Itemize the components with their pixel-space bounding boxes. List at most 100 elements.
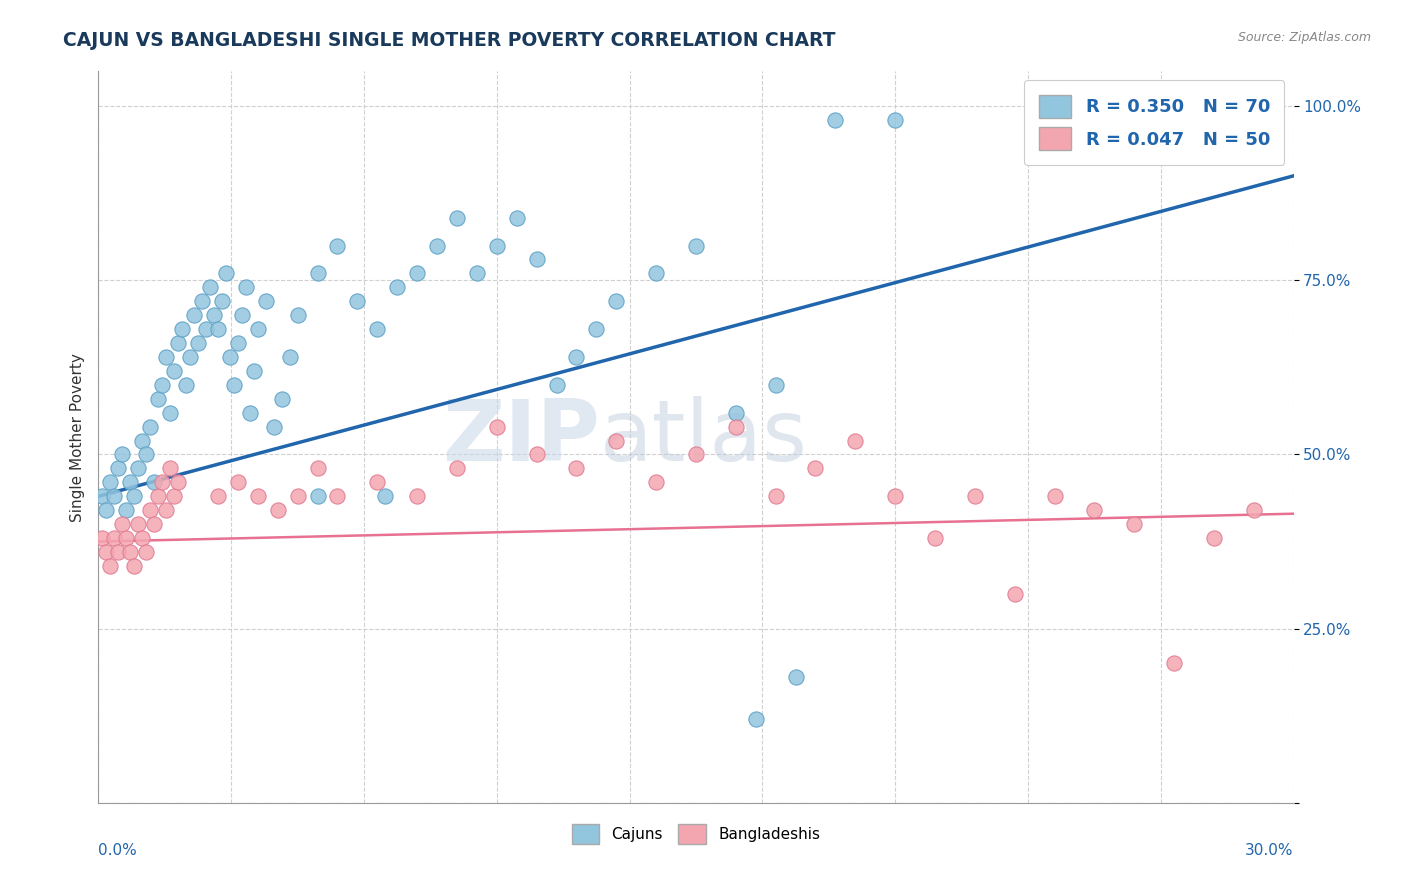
Point (765, 377, 787, 392)
Point (605, 294, 627, 309)
Text: 0.0%: 0.0% (98, 843, 138, 858)
Point (191, 294, 214, 309)
Point (645, 266, 668, 280)
Point (155, 503, 177, 517)
Point (207, 489, 229, 503)
Point (155, 350, 177, 364)
Point (124, 558, 146, 573)
Point (804, 461, 827, 475)
Point (219, 350, 242, 364)
Text: CAJUN VS BANGLADESHI SINGLE MOTHER POVERTY CORRELATION CHART: CAJUN VS BANGLADESHI SINGLE MOTHER POVER… (63, 31, 835, 50)
Point (844, 434, 866, 448)
Point (605, 434, 627, 448)
Point (235, 280, 257, 294)
Point (96, 545, 118, 559)
Point (1083, 503, 1105, 517)
Text: Source: ZipAtlas.com: Source: ZipAtlas.com (1237, 31, 1371, 45)
Legend: Cajuns, Bangladeshis: Cajuns, Bangladeshis (565, 818, 827, 850)
Point (824, 113, 846, 128)
Point (426, 238, 449, 252)
Point (1123, 517, 1146, 532)
Point (159, 406, 181, 420)
Point (167, 475, 190, 490)
Point (239, 406, 262, 420)
Point (1163, 657, 1185, 671)
Point (884, 113, 907, 128)
Point (287, 489, 309, 503)
Point (198, 280, 221, 294)
Point (307, 461, 329, 475)
Point (385, 280, 409, 294)
Point (148, 392, 170, 406)
Point (565, 350, 588, 364)
Point (446, 211, 468, 225)
Point (374, 489, 396, 503)
Point (785, 670, 807, 684)
Point (226, 336, 249, 351)
Text: atlas: atlas (600, 395, 808, 479)
Point (685, 238, 707, 252)
Point (724, 406, 747, 420)
Point (207, 322, 229, 336)
Point (366, 475, 388, 490)
Point (163, 364, 186, 378)
Point (565, 461, 588, 475)
Point (366, 322, 388, 336)
Text: 30.0%: 30.0% (1246, 843, 1294, 858)
Point (167, 336, 190, 351)
Point (270, 392, 292, 406)
Point (406, 489, 429, 503)
Point (246, 489, 269, 503)
Point (246, 322, 269, 336)
Point (159, 461, 181, 475)
Point (111, 448, 134, 462)
Point (143, 517, 166, 532)
Point (1004, 587, 1026, 601)
Point (98, 475, 122, 490)
Point (179, 350, 201, 364)
Point (963, 489, 986, 503)
Point (143, 475, 166, 490)
Point (107, 461, 129, 475)
Point (115, 531, 138, 545)
Point (195, 322, 218, 336)
Point (91, 531, 114, 545)
Point (135, 545, 157, 559)
Point (346, 294, 368, 309)
Point (172, 322, 194, 336)
Point (1202, 531, 1225, 545)
Point (187, 336, 209, 351)
Point (1243, 503, 1265, 517)
Point (120, 475, 142, 490)
Point (150, 377, 173, 392)
Point (103, 489, 125, 503)
Point (585, 322, 607, 336)
Point (446, 461, 468, 475)
Point (115, 503, 138, 517)
Point (131, 531, 153, 545)
Point (326, 238, 349, 252)
Point (645, 475, 668, 490)
Point (91, 489, 114, 503)
Point (127, 461, 149, 475)
Point (307, 489, 329, 503)
Point (685, 448, 707, 462)
Point (1043, 489, 1066, 503)
Point (506, 211, 529, 225)
Point (724, 419, 747, 434)
Point (884, 489, 907, 503)
Point (124, 489, 146, 503)
Point (211, 294, 233, 309)
Point (263, 419, 285, 434)
Point (215, 266, 238, 280)
Point (174, 377, 197, 392)
Point (278, 350, 301, 364)
Point (135, 448, 157, 462)
Point (765, 489, 787, 503)
Point (526, 448, 548, 462)
Point (127, 517, 149, 532)
Point (326, 489, 349, 503)
Point (465, 266, 488, 280)
Point (526, 252, 548, 267)
Point (485, 238, 508, 252)
